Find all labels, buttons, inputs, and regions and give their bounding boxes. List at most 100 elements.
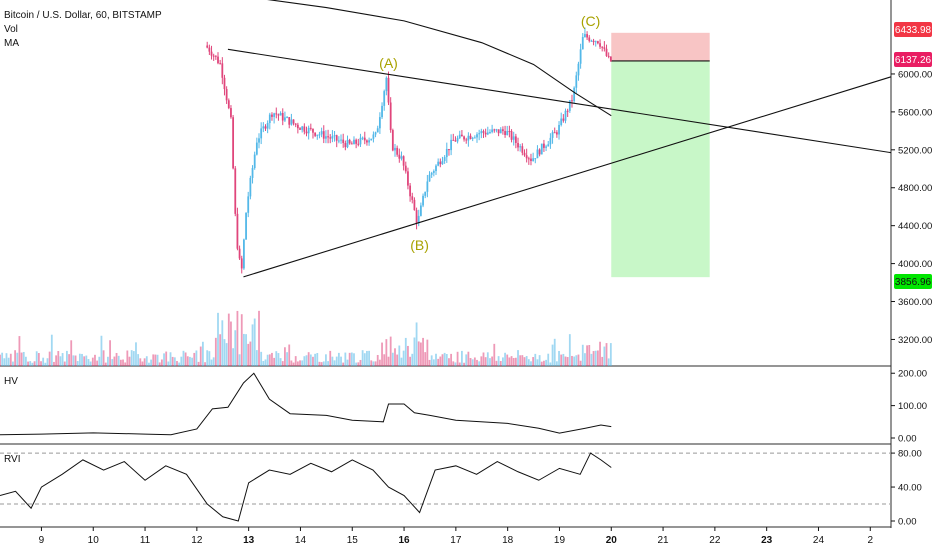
volume-bar [422,337,424,366]
candle-body [596,41,599,44]
candle-body [342,139,345,144]
candle-body [579,49,582,64]
candle-body [504,131,506,136]
hv-tick-label: 0.00 [898,434,917,445]
volume-bar [549,362,552,366]
volume-bar [189,356,191,366]
time-tick-label: 23 [761,535,773,546]
candle-body [260,128,263,139]
volume-bar [577,354,580,366]
volume-bar [288,344,291,366]
candle-body [430,172,433,175]
candle-body [536,149,539,159]
volume-bar [128,356,131,366]
rvi-line [0,452,612,522]
volume-bar [212,357,215,366]
volume-bar [217,312,219,366]
candle-body [292,119,295,124]
volume-bar [109,340,111,366]
price-tick-label: 5600.00 [898,107,932,118]
volume-bar [89,361,92,366]
hv-tick-label: 200.00 [898,369,927,380]
volume-bar [145,356,148,366]
volume-bar [344,352,347,366]
volume-bar [57,351,60,366]
volume-bar [156,354,159,366]
volume-bar [307,352,310,366]
volume-bar [603,346,606,366]
candle-body [217,56,219,64]
candle-body [350,143,353,145]
volume-bar [594,350,597,366]
candle-body [214,55,217,57]
stop-loss-zone[interactable] [611,32,710,61]
time-tick-label: 17 [450,535,462,546]
ma-legend[interactable]: MA [4,38,19,49]
time-tick-label: 15 [347,535,359,546]
candle-body [251,168,254,178]
candle-body [264,126,267,129]
candle-body [523,152,526,156]
candle-body [284,117,286,121]
volume-bar [517,350,519,366]
volume-bar [37,353,40,366]
volume-bar [465,354,468,366]
candle-body [385,77,388,92]
volume-bar [579,360,582,366]
volume-bar [182,350,185,366]
time-axis[interactable]: 9 10 11 12 13 14 15 16 17 18 19 20 21 22 23 24 2 [39,527,874,546]
hv-legend[interactable]: HV [4,376,18,387]
volume-bar [355,362,358,366]
candle-body [301,126,304,130]
candle-body [361,137,364,139]
volume-bar [605,343,608,366]
volume-bar [296,361,299,366]
candle-body [221,63,224,78]
volume-bar [210,359,213,366]
volume-bar [201,341,204,366]
candle-body [355,139,358,144]
volume-bar [543,360,545,366]
candle-body [517,142,519,148]
rvi-tick-label: 40.00 [898,483,922,494]
volume-bar [266,354,269,366]
volume-bar [292,362,295,366]
volume-bar [141,361,144,366]
volume-bar [268,354,271,366]
volume-bar [262,360,265,366]
volume-bar [538,355,541,366]
candle-body [469,135,472,139]
volume-bar [473,357,476,366]
volume-bar [361,350,364,366]
candle-body [527,158,530,160]
candle-body [368,140,370,143]
volume-bar [378,359,381,366]
candle-body [426,181,429,192]
volume-bar [450,353,453,366]
candle-body [394,147,396,151]
volume-bar [33,361,36,366]
symbol-title[interactable]: Bitcoin / U.S. Dollar, 60, BITSTAMP [4,10,162,21]
volume-bar [55,355,58,366]
volume-bar [497,356,500,366]
candle-body [502,129,504,132]
rvi-legend[interactable]: RVI [4,454,21,465]
volume-bar [409,356,412,366]
vol-legend[interactable]: Vol [4,24,18,35]
drawing-lines [227,0,892,278]
take-profit-zone[interactable] [611,60,710,278]
candle-body [277,114,280,116]
volume-bar [3,358,6,366]
volume-bar [340,356,342,366]
candle-body [471,137,474,139]
volume-bar [504,352,506,366]
candle-body [566,110,569,112]
volume-bar [91,357,94,366]
price-axis[interactable]: 6000.00 5600.00 5200.00 4800.00 4400.00 4000.… [891,69,932,346]
candle-body [316,134,319,136]
current-price-text: 6137.26 [895,55,932,66]
volume-bar [25,356,27,366]
candle-body [307,127,310,134]
candle-body [327,136,329,138]
